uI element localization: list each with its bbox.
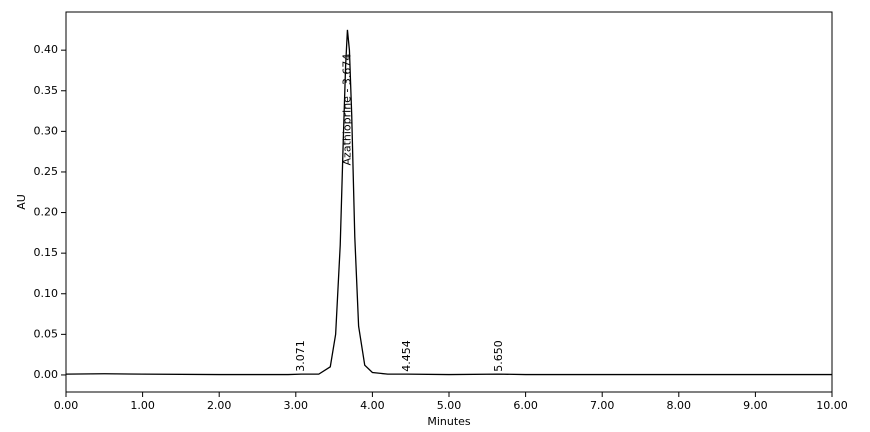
x-tick-label: 5.00: [437, 399, 462, 412]
y-tick-label: 0.20: [34, 206, 59, 219]
y-tick-label: 0.40: [34, 43, 59, 56]
x-tick-label: 1.00: [130, 399, 155, 412]
y-tick-label: 0.25: [34, 165, 59, 178]
x-tick-label: 4.00: [360, 399, 385, 412]
x-tick-label: 6.00: [513, 399, 538, 412]
x-tick-label: 9.00: [743, 399, 768, 412]
peak-label: 5.650: [492, 340, 505, 372]
x-tick-label: 3.00: [284, 399, 309, 412]
x-tick-label: 10.00: [816, 399, 848, 412]
peak-label: Azathioprine - 3.674: [340, 54, 353, 166]
x-tick-label: 2.00: [207, 399, 232, 412]
y-tick-label: 0.30: [34, 124, 59, 137]
plot-frame: [65, 11, 833, 393]
y-tick-label: 0.35: [34, 84, 59, 97]
y-tick-label: 0.05: [34, 327, 59, 340]
x-tick-label: 7.00: [590, 399, 615, 412]
peak-label: 4.454: [400, 340, 413, 372]
x-axis-label: Minutes: [427, 415, 471, 428]
y-axis-label: AU: [15, 194, 28, 210]
x-tick-label: 0.00: [54, 399, 79, 412]
y-tick-label: 0.15: [34, 246, 59, 259]
trace: [65, 29, 832, 376]
y-tick-label: 0.00: [34, 368, 59, 381]
y-tick-label: 0.10: [34, 287, 59, 300]
x-tick-label: 8.00: [667, 399, 692, 412]
peak-label: 3.071: [294, 340, 307, 372]
